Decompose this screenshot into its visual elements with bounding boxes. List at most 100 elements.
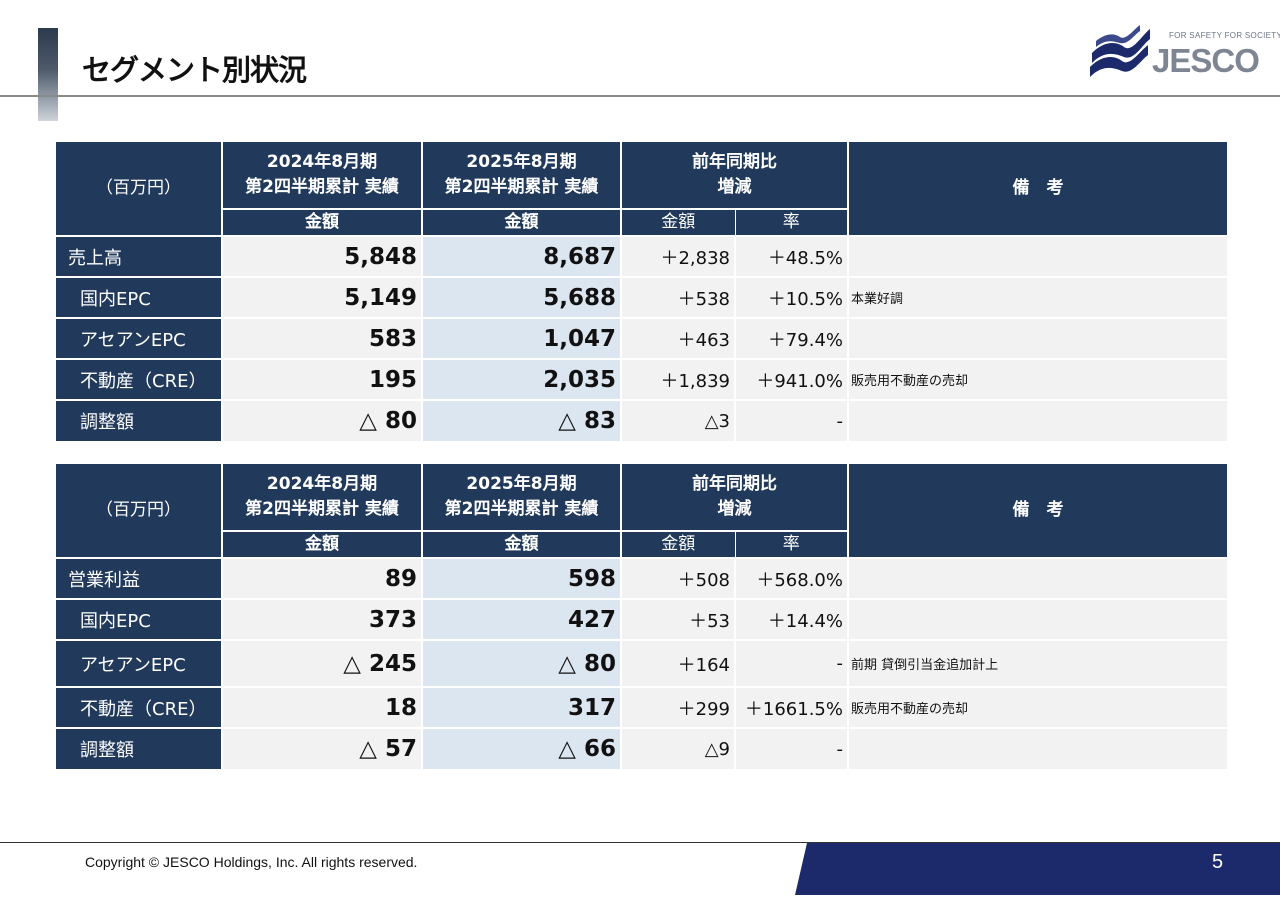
yoy-amount: ＋508 bbox=[620, 557, 736, 600]
yoy-rate: ＋79.4% bbox=[734, 317, 849, 360]
row-label: アセアンEPC bbox=[54, 639, 223, 688]
yoy-rate: ＋48.5% bbox=[734, 235, 849, 278]
footer-band bbox=[795, 843, 1280, 895]
header-2025-year: 2025年8月期 bbox=[466, 474, 577, 494]
table-row: 売上高 5,848 8,687 ＋2,838 ＋48.5% bbox=[54, 235, 1229, 278]
value-2024: 89 bbox=[221, 557, 423, 600]
header-yoy: 前年同期比 増減 bbox=[620, 462, 849, 532]
header-2024: 2024年8月期第2四半期累計 実績 bbox=[221, 140, 423, 210]
header-2024-period: 第2四半期累計 実績 bbox=[245, 177, 399, 197]
yoy-amount: ＋53 bbox=[620, 598, 736, 641]
header-remarks: 備 考 bbox=[847, 462, 1229, 559]
header-2024-year: 2024年8月期 bbox=[266, 474, 378, 494]
row-label: 調整額 bbox=[54, 727, 223, 771]
value-2024: △ 80 bbox=[221, 399, 423, 443]
row-label: アセアンEPC bbox=[54, 317, 223, 360]
value-2025: △ 83 bbox=[421, 399, 622, 443]
remark: 販売用不動産の売却 bbox=[847, 358, 1229, 401]
header-2024-year: 2024年8月期 bbox=[266, 152, 378, 172]
remark: 前期 貸倒引当金追加計上 bbox=[847, 639, 1229, 688]
table-row: アセアンEPC △ 245 △ 80 ＋164- 前期 貸倒引当金追加計上 bbox=[54, 639, 1229, 688]
value-2024: 195 bbox=[221, 358, 423, 401]
yoy-rate: ＋14.4% bbox=[734, 598, 849, 641]
row-label: 調整額 bbox=[54, 399, 223, 443]
header-2024: 2024年8月期第2四半期累計 実績 bbox=[221, 462, 423, 532]
yoy-amount: ＋1,839 bbox=[620, 358, 736, 401]
remark bbox=[847, 598, 1229, 641]
row-label: 営業利益 bbox=[54, 557, 223, 600]
value-2024: 5,848 bbox=[221, 235, 423, 278]
row-label: 国内EPC bbox=[54, 276, 223, 319]
yoy-rate: - bbox=[734, 727, 849, 771]
header-2025-amount: 金額 bbox=[421, 530, 622, 559]
table-row: 不動産（CRE） 195 2,035 ＋1,839 ＋941.0% 販売用不動産の売却 bbox=[54, 358, 1229, 401]
table-row: アセアンEPC 583 1,047 ＋463 ＋79.4% bbox=[54, 317, 1229, 360]
unit-header: （百万円） bbox=[54, 140, 223, 237]
title-divider bbox=[0, 95, 1280, 97]
header-yoy-title: 前年同期比 bbox=[692, 474, 777, 494]
header-2025-amount: 金額 bbox=[421, 208, 622, 237]
footer-divider bbox=[0, 842, 1280, 843]
header-2025: 2025年8月期第2四半期累計 実績 bbox=[421, 140, 622, 210]
yoy-rate: - bbox=[734, 639, 849, 688]
value-2025: 1,047 bbox=[421, 317, 622, 360]
value-2024: 373 bbox=[221, 598, 423, 641]
value-2024: 5,149 bbox=[221, 276, 423, 319]
logo-tagline: FOR SAFETY FOR SOCIETY bbox=[1169, 31, 1280, 40]
unit-header: （百万円） bbox=[54, 462, 223, 559]
table-row: 国内EPC 373 427 ＋53 ＋14.4% bbox=[54, 598, 1229, 641]
header-yoy-title: 前年同期比 bbox=[692, 152, 777, 172]
header-yoy-rate: 率 bbox=[734, 208, 849, 237]
yoy-amount: △9 bbox=[620, 727, 736, 771]
profit-segment-table: （百万円） 2024年8月期第2四半期累計 実績 2025年8月期第2四半期累計… bbox=[54, 462, 1229, 771]
yoy-rate: ＋941.0% bbox=[734, 358, 849, 401]
value-2025: 5,688 bbox=[421, 276, 622, 319]
header-remarks: 備 考 bbox=[847, 140, 1229, 237]
remark bbox=[847, 557, 1229, 600]
logo-wordmark: JESCO bbox=[1152, 42, 1260, 79]
remark: 本業好調 bbox=[847, 276, 1229, 319]
header-2024-amount: 金額 bbox=[221, 208, 423, 237]
remark bbox=[847, 727, 1229, 771]
header-yoy-amount: 金額 bbox=[620, 208, 736, 237]
page-number: 5 bbox=[1212, 851, 1224, 873]
row-label: 不動産（CRE） bbox=[54, 358, 223, 401]
value-2024: 583 bbox=[221, 317, 423, 360]
yoy-rate: - bbox=[734, 399, 849, 443]
header-yoy-amount: 金額 bbox=[620, 530, 736, 559]
header-2024-amount: 金額 bbox=[221, 530, 423, 559]
value-2024: 18 bbox=[221, 686, 423, 729]
page-title: セグメント別状況 bbox=[82, 53, 307, 87]
row-label: 不動産（CRE） bbox=[54, 686, 223, 729]
yoy-rate: ＋10.5% bbox=[734, 276, 849, 319]
table-row: 不動産（CRE） 18 317 ＋299 ＋1661.5% 販売用不動産の売却 bbox=[54, 686, 1229, 729]
company-logo: FOR SAFETY FOR SOCIETY JESCO bbox=[1088, 22, 1280, 84]
value-2024: △ 57 bbox=[221, 727, 423, 771]
sales-segment-table: （百万円） 2024年8月期第2四半期累計 実績 2025年8月期第2四半期累計… bbox=[54, 140, 1229, 443]
yoy-amount: △3 bbox=[620, 399, 736, 443]
value-2025: 598 bbox=[421, 557, 622, 600]
row-label: 国内EPC bbox=[54, 598, 223, 641]
copyright-text: Copyright © JESCO Holdings, Inc. All rig… bbox=[85, 854, 418, 870]
header-2025-period: 第2四半期累計 実績 bbox=[444, 499, 599, 519]
table-row: 営業利益 89 598 ＋508 ＋568.0% bbox=[54, 557, 1229, 600]
wave-logo-icon bbox=[1090, 25, 1150, 77]
table-row: 調整額 △ 80 △ 83 △3- bbox=[54, 399, 1229, 443]
header-2025-period: 第2四半期累計 実績 bbox=[444, 177, 599, 197]
yoy-amount: ＋538 bbox=[620, 276, 736, 319]
value-2024: △ 245 bbox=[221, 639, 423, 688]
yoy-amount: ＋164 bbox=[620, 639, 736, 688]
yoy-amount: ＋463 bbox=[620, 317, 736, 360]
value-2025: 2,035 bbox=[421, 358, 622, 401]
header-2024-period: 第2四半期累計 実績 bbox=[245, 499, 399, 519]
header-yoy-change: 増減 bbox=[717, 499, 752, 519]
yoy-rate: ＋568.0% bbox=[734, 557, 849, 600]
value-2025: 8,687 bbox=[421, 235, 622, 278]
header-yoy-rate: 率 bbox=[734, 530, 849, 559]
value-2025: △ 80 bbox=[421, 639, 622, 688]
yoy-amount: ＋299 bbox=[620, 686, 736, 729]
yoy-amount: ＋2,838 bbox=[620, 235, 736, 278]
value-2025: 317 bbox=[421, 686, 622, 729]
header-2025-year: 2025年8月期 bbox=[466, 152, 577, 172]
header-yoy: 前年同期比 増減 bbox=[620, 140, 849, 210]
